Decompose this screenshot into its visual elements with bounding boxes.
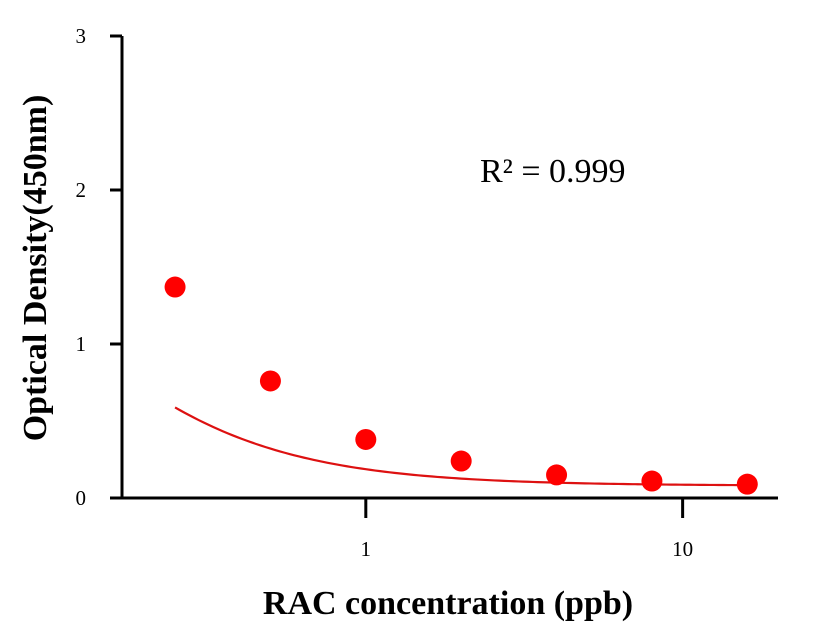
y-tick-label: 1 (76, 332, 87, 356)
r-squared-annotation: R² = 0.999 (480, 153, 626, 190)
data-point (736, 473, 758, 495)
y-tick-label: 0 (76, 486, 87, 510)
x-tick-label: 10 (672, 537, 693, 561)
y-ticks: 0 1 2 3 (76, 24, 122, 510)
fit-curve (174, 406, 748, 487)
y-tick-label: 2 (76, 178, 87, 202)
data-point (450, 450, 472, 472)
data-point (164, 276, 186, 298)
data-point (259, 370, 281, 392)
x-axis-title: RAC concentration (ppb) (263, 585, 633, 622)
data-point (641, 470, 663, 492)
y-tick-label: 3 (76, 24, 87, 48)
plot-area: 0 1 2 3 1 10 (76, 24, 778, 561)
x-ticks: 1 10 (361, 498, 693, 561)
data-point (355, 428, 377, 450)
y-axis-title: Optical Density(450nm) (17, 95, 54, 442)
data-point (546, 464, 568, 486)
x-tick-label: 1 (361, 537, 372, 561)
data-points (164, 276, 758, 495)
